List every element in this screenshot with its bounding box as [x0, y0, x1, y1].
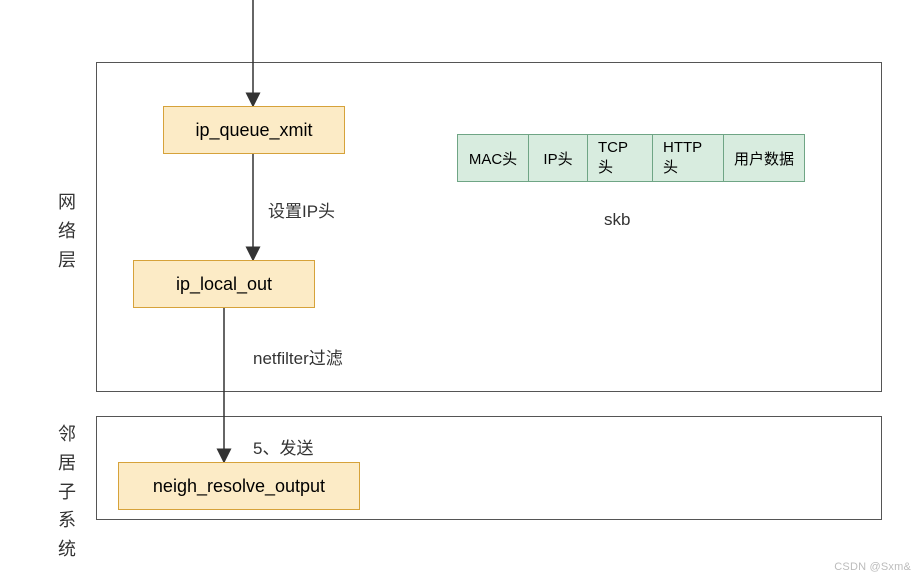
skb-cell: 用户数据	[723, 134, 805, 182]
skb-cell: MAC头	[457, 134, 529, 182]
ip-queue-xmit-label: ip_queue_xmit	[195, 120, 312, 141]
neigh-resolve-output-box: neigh_resolve_output	[118, 462, 360, 510]
diagram-canvas: 网络层 邻居子系统 ip_queue_xmit ip_local_out nei…	[0, 0, 921, 579]
edge-label-send: 5、发送	[253, 434, 313, 459]
edge-label-netfilter: netfilter过滤	[253, 344, 343, 369]
neighbor-subsystem-label: 邻居子系统	[58, 420, 76, 564]
edge-label-set-ip-header: 设置IP头	[268, 197, 335, 222]
neigh-resolve-output-label: neigh_resolve_output	[153, 476, 325, 497]
network-layer-label: 网络层	[58, 188, 76, 274]
skb-table: MAC头IP头TCP头HTTP头用户数据	[457, 134, 805, 182]
skb-cell: HTTP头	[652, 134, 724, 182]
skb-cell: IP头	[528, 134, 588, 182]
skb-cell: TCP头	[587, 134, 653, 182]
ip-local-out-box: ip_local_out	[133, 260, 315, 308]
watermark: CSDN @Sxm&	[834, 561, 911, 573]
ip-local-out-label: ip_local_out	[176, 274, 272, 295]
skb-caption: skb	[604, 210, 630, 230]
ip-queue-xmit-box: ip_queue_xmit	[163, 106, 345, 154]
